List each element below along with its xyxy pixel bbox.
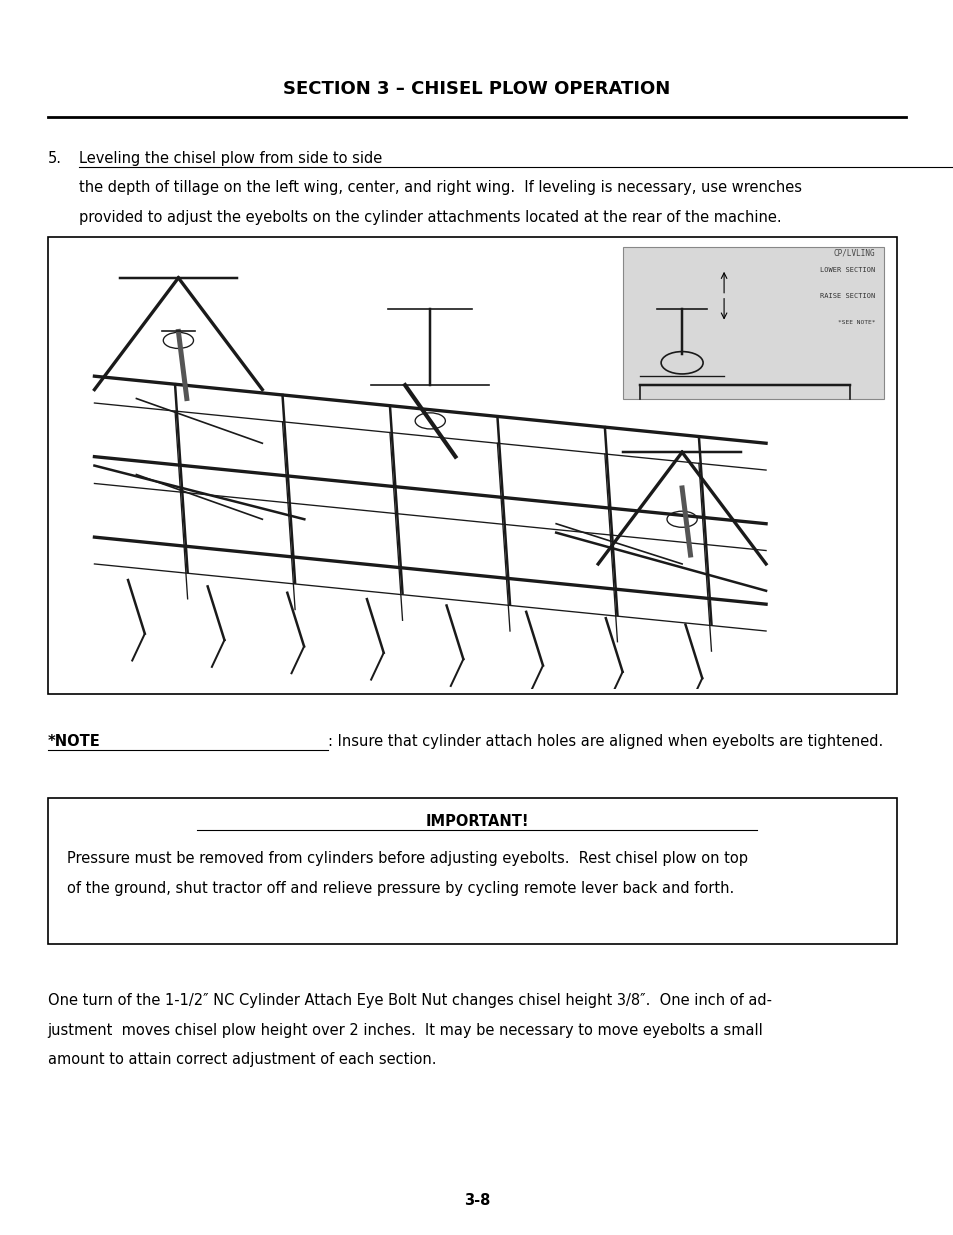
Text: One turn of the 1-1/2″ NC Cylinder Attach Eye Bolt Nut changes chisel height 3/8: One turn of the 1-1/2″ NC Cylinder Attac… [48, 993, 771, 1008]
Text: 5.: 5. [48, 151, 62, 165]
FancyBboxPatch shape [48, 798, 896, 944]
Text: of the ground, shut tractor off and relieve pressure by cycling remote lever bac: of the ground, shut tractor off and reli… [67, 881, 733, 895]
FancyBboxPatch shape [622, 247, 882, 399]
Text: Leveling the chisel plow from side to side: Leveling the chisel plow from side to si… [79, 151, 382, 165]
Text: LOWER SECTION: LOWER SECTION [819, 267, 874, 273]
Text: *SEE NOTE*: *SEE NOTE* [837, 320, 874, 325]
Text: *NOTE: *NOTE [48, 734, 100, 748]
Text: provided to adjust the eyebolts on the cylinder attachments located at the rear : provided to adjust the eyebolts on the c… [79, 210, 781, 225]
Text: IMPORTANT!: IMPORTANT! [425, 814, 528, 829]
Text: amount to attain correct adjustment of each section.: amount to attain correct adjustment of e… [48, 1052, 436, 1067]
Text: 3-8: 3-8 [463, 1193, 490, 1208]
Text: : Insure that cylinder attach holes are aligned when eyebolts are tightened.: : Insure that cylinder attach holes are … [328, 734, 882, 748]
Text: RAISE SECTION: RAISE SECTION [819, 294, 874, 299]
Text: Pressure must be removed from cylinders before adjusting eyebolts.  Rest chisel : Pressure must be removed from cylinders … [67, 851, 747, 866]
Text: the depth of tillage on the left wing, center, and right wing.  If leveling is n: the depth of tillage on the left wing, c… [79, 180, 801, 195]
Text: CP/LVLING: CP/LVLING [833, 248, 874, 258]
Text: SECTION 3 – CHISEL PLOW OPERATION: SECTION 3 – CHISEL PLOW OPERATION [283, 80, 670, 99]
Text: justment  moves chisel plow height over 2 inches.  It may be necessary to move e: justment moves chisel plow height over 2… [48, 1023, 762, 1037]
FancyBboxPatch shape [48, 237, 896, 694]
